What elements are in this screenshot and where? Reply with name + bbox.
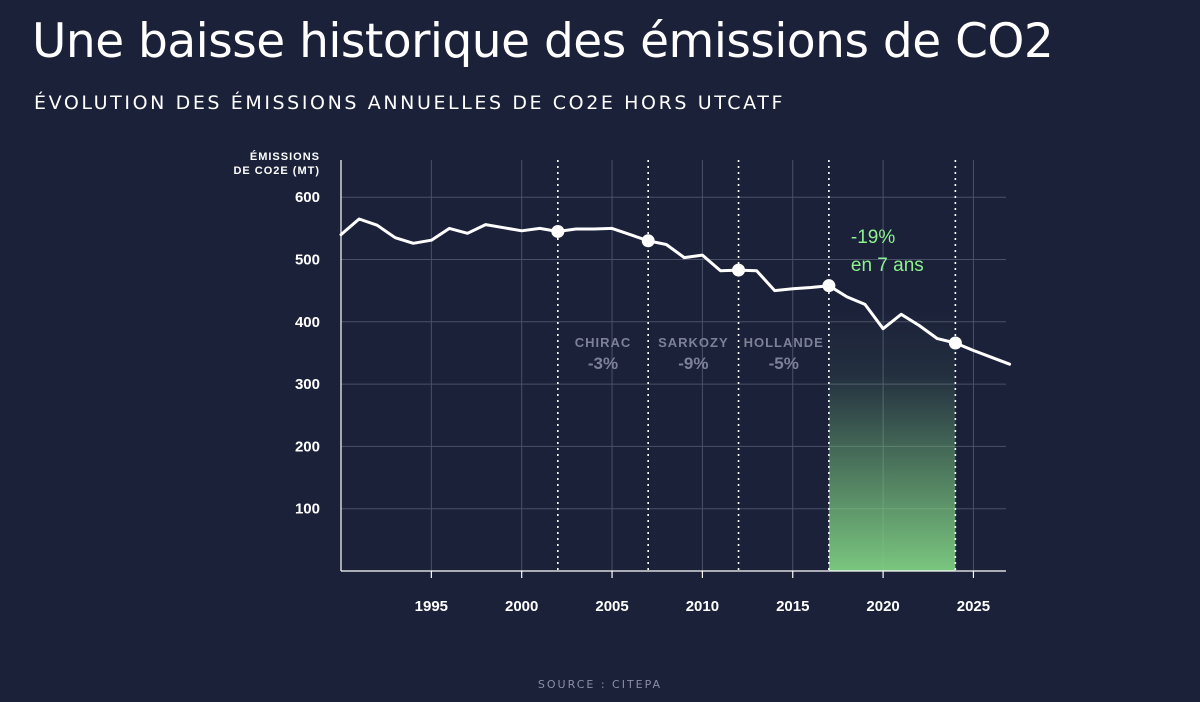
chart-title: Une baisse historique des émissions de C… (32, 14, 1054, 69)
emissions-line (339, 217, 1012, 366)
mandate-change: -5% (769, 354, 799, 373)
x-tick-label: 1995 (415, 598, 448, 615)
y-tick-label: 200 (295, 438, 320, 455)
chart-subtitle: Évolution des émissions annuelles de CO2… (34, 92, 786, 114)
y-tick-label: 400 (295, 314, 320, 331)
y-tick-label: 300 (295, 376, 320, 393)
x-tick-label: 2000 (505, 598, 538, 615)
x-tick-label: 2020 (866, 598, 899, 615)
mandate-change: -9% (678, 354, 708, 373)
mandate-name: CHIRAC (575, 335, 632, 350)
highlight-change: -19% (851, 227, 895, 248)
y-tick-label: 100 (295, 501, 320, 518)
source-note: SOURCE : CITEPA (537, 678, 663, 691)
highlight-period: en 7 ans (851, 255, 924, 276)
data-point-marker (641, 234, 655, 248)
mandate-name: HOLLANDE (744, 335, 824, 350)
data-point-marker (948, 336, 962, 350)
data-point-marker (732, 263, 746, 277)
x-tick-label: 2025 (957, 598, 990, 615)
y-tick-label: 600 (295, 189, 320, 206)
x-tick-label: 2010 (686, 598, 719, 615)
x-tick-label: 2005 (595, 598, 628, 615)
y-axis-label: ÉMISSIONS (250, 150, 320, 163)
data-point-marker (822, 279, 836, 293)
y-axis-label: DE CO2E (MT) (233, 165, 320, 177)
y-tick-label: 500 (295, 252, 320, 269)
highlight-area (828, 309, 956, 571)
x-tick-label: 2015 (776, 598, 809, 615)
data-point-marker (551, 224, 565, 238)
mandate-name: SARKOZY (658, 335, 729, 350)
mandate-change: -3% (588, 354, 618, 373)
